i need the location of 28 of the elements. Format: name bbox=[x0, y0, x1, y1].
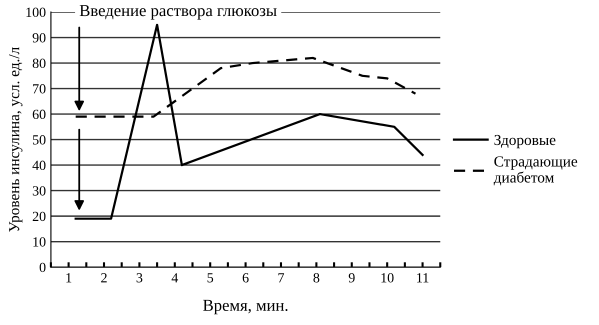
y-tick-label: 70 bbox=[33, 84, 46, 94]
y-tick-label: 40 bbox=[32, 160, 46, 170]
y-tick-label: 50 bbox=[32, 135, 46, 145]
x-tick-label: 3 bbox=[136, 273, 142, 282]
y-tick-label: 10 bbox=[33, 237, 46, 247]
y-tick-label: 60 bbox=[32, 110, 46, 120]
y-tick-label: 0 bbox=[40, 262, 46, 272]
x-tick-label: 5 bbox=[208, 273, 214, 282]
legend-label: Здоровые bbox=[494, 134, 556, 148]
x-tick-label: 10 bbox=[381, 273, 394, 282]
x-tick-label: 8 bbox=[313, 273, 320, 282]
x-tick-label: 2 bbox=[101, 273, 107, 282]
x-tick-label: 11 bbox=[417, 273, 428, 282]
y-tick-label: 30 bbox=[32, 186, 46, 196]
y-tick-label: 100 bbox=[26, 8, 46, 17]
legend-label: Страдающие диабетом bbox=[494, 156, 578, 186]
x-tick-label: 1 bbox=[66, 273, 72, 282]
annotation: Введение раствора глюкозы bbox=[80, 5, 277, 20]
y-tick-label: 20 bbox=[32, 212, 46, 222]
x-tick-label: 7 bbox=[278, 273, 284, 282]
y-axis-title: Уровень инсулина, усл. ед./л bbox=[9, 47, 22, 232]
x-tick-label: 9 bbox=[348, 273, 355, 282]
y-tick-label: 80 bbox=[32, 58, 46, 68]
y-tick-label: 90 bbox=[32, 33, 46, 42]
x-axis-title: Время, мин. bbox=[203, 300, 288, 314]
x-tick-label: 6 bbox=[242, 273, 249, 282]
line-series bbox=[74, 24, 424, 220]
x-tick-label: 4 bbox=[172, 273, 178, 282]
